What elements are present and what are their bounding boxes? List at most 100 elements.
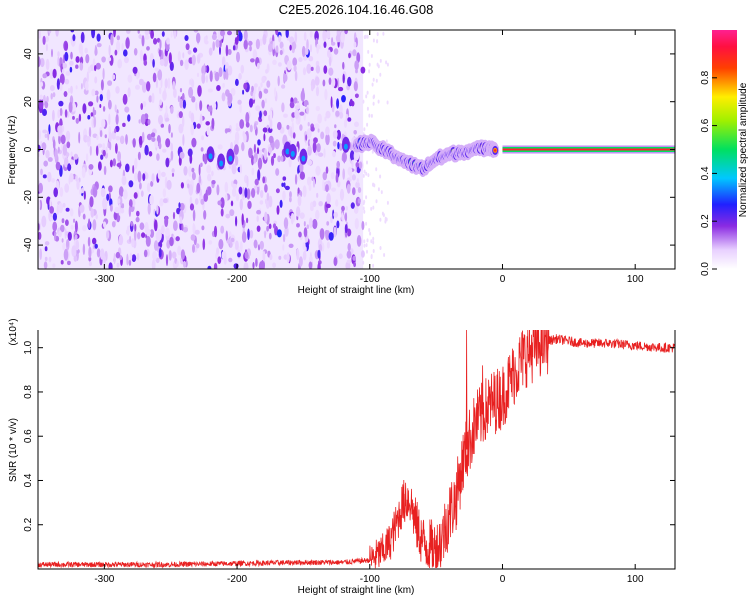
noise-speckle [70, 30, 75, 33]
noise-speckle [349, 98, 353, 106]
noise-speckle [239, 198, 243, 211]
noise-speckle [138, 34, 142, 39]
noise-speckle [352, 187, 356, 196]
noise-speckle [236, 51, 240, 63]
noise-speckle [286, 60, 292, 71]
noise-speckle [75, 240, 80, 251]
noise-speckle [218, 239, 224, 250]
noise-speckle [194, 198, 199, 205]
noise-speckle [122, 189, 128, 200]
noise-speckle [222, 83, 225, 88]
snr-chart: -300 -200 -100 0 100 0.2 0.4 0.6 0.8 1.0 Height … [8, 318, 676, 596]
noise-speckle [157, 169, 161, 180]
noise-speckle [92, 186, 98, 198]
noise-speckle [331, 41, 336, 46]
noise-speckle [93, 116, 97, 128]
noise-speckle [258, 90, 263, 99]
noise-speckle [78, 42, 83, 55]
noise-speckle [122, 93, 128, 105]
noise-speckle [114, 128, 117, 134]
noise-speckle [100, 187, 106, 198]
noise-speckle [127, 87, 131, 98]
x-tick-label: -300 [94, 574, 114, 585]
noise-speckle [294, 174, 298, 185]
noise-speckle [38, 30, 41, 39]
noise-speckle [187, 148, 193, 157]
noise-speckle [296, 223, 300, 228]
noise-speckle [125, 163, 130, 173]
noise-speckle [310, 66, 314, 71]
noise-speckle [353, 205, 359, 214]
noise-speckle [306, 128, 312, 139]
y-tick-label: 0 [23, 146, 34, 152]
noise-speckle [118, 186, 124, 198]
noise-speckle [216, 184, 220, 196]
noise-speckle [108, 44, 111, 56]
noise-speckle [283, 217, 289, 230]
noise-speckle [238, 73, 242, 80]
noise-speckle [338, 253, 343, 259]
noise-speckle [213, 225, 218, 238]
noise-speckle [325, 30, 331, 40]
noise-speckle [128, 259, 132, 266]
x-tick-label: 0 [500, 574, 506, 585]
noise-speckle [45, 149, 50, 159]
noise-speckle [65, 71, 71, 76]
noise-speckle [266, 80, 271, 88]
noise-speckle [343, 151, 346, 164]
noise-speckle [96, 95, 99, 103]
noise-speckle [195, 101, 198, 111]
noise-speckle [342, 168, 346, 180]
noise-speckle [133, 192, 138, 199]
noise-speckle [146, 133, 152, 141]
noise-speckle [52, 221, 58, 232]
noise-speckle [124, 106, 130, 113]
noise-speckle [281, 182, 285, 187]
noise-speckle [144, 30, 150, 36]
y-tick-label: 1.0 [23, 340, 34, 354]
noise-speckle [232, 183, 238, 189]
noise-speckle [79, 204, 85, 213]
noise-speckle [198, 174, 202, 184]
noise-speckle [57, 109, 61, 119]
noise-speckle [248, 98, 254, 108]
noise-speckle [182, 99, 187, 109]
noise-speckle [108, 113, 111, 125]
noise-speckle [372, 77, 375, 82]
noise-speckle [111, 74, 116, 80]
noise-speckle [132, 138, 136, 148]
noise-speckle [282, 244, 285, 251]
noise-speckle [169, 236, 174, 247]
noise-speckle [38, 129, 41, 140]
noise-speckle [172, 211, 176, 220]
noise-speckle [151, 92, 155, 104]
noise-speckle [274, 87, 277, 97]
noise-speckle [336, 220, 340, 229]
noise-speckle [205, 65, 210, 74]
noise-speckle [335, 173, 339, 183]
noise-speckle [211, 170, 214, 177]
noise-speckle [319, 228, 325, 240]
noise-speckle [342, 61, 345, 70]
noise-speckle [256, 209, 262, 215]
noise-speckle [44, 256, 48, 262]
noise-speckle [338, 104, 343, 115]
noise-speckle [223, 71, 227, 80]
noise-speckle [170, 150, 174, 161]
noise-speckle [156, 229, 162, 241]
x-tick-label: 0 [500, 274, 506, 285]
noise-speckle [249, 124, 253, 133]
noise-speckle [108, 131, 112, 143]
noise-speckle [330, 96, 333, 109]
noise-speckle [363, 169, 366, 174]
snr-marks [38, 330, 675, 569]
noise-speckle [324, 229, 328, 236]
noise-speckle [225, 193, 228, 203]
noise-speckle [192, 222, 195, 234]
noise-speckle [235, 78, 239, 86]
noise-speckle [102, 197, 108, 210]
noise-speckle [152, 72, 157, 83]
spectrogram-marks [38, 30, 675, 269]
noise-speckle [168, 52, 172, 65]
noise-speckle [315, 165, 321, 176]
